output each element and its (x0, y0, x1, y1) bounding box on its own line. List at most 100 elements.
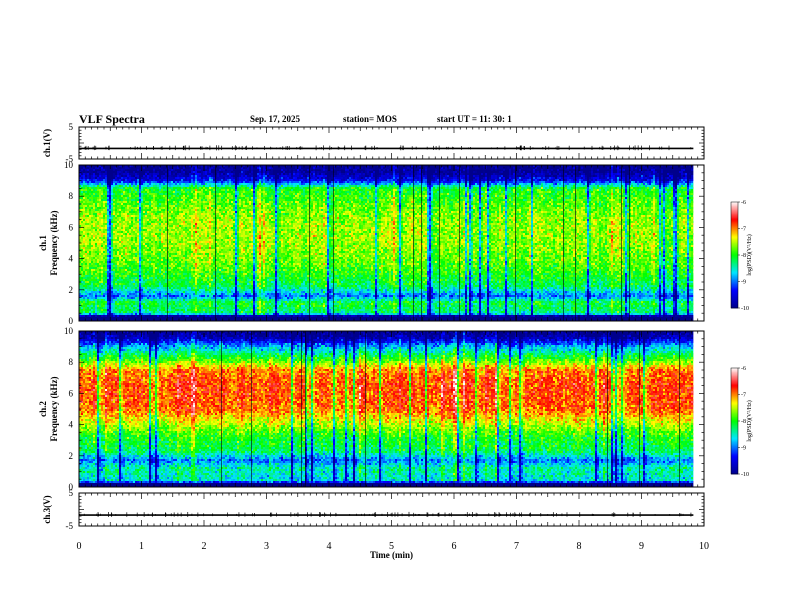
colorbar-tick-label: -9 (741, 446, 746, 452)
no-data-region (693, 331, 704, 487)
colorbar-cell (731, 256, 738, 259)
colorbar-cell (731, 397, 738, 399)
colorbar-cell (731, 202, 738, 204)
colorbar-cell (731, 415, 738, 418)
colorbar-cell (731, 371, 738, 374)
colorbar-cell (731, 252, 738, 255)
y-tick-label: -5 (66, 154, 74, 164)
colorbar-cell (731, 374, 738, 377)
colorbar-cell (731, 472, 738, 475)
colorbar-cell (731, 468, 738, 471)
y-axis-label: ch.1(V) (42, 129, 52, 157)
colorbar-cell (731, 424, 738, 427)
colorbar-cell (731, 284, 738, 286)
colorbar-cell (731, 272, 738, 274)
colorbar-cell (731, 431, 738, 434)
colorbar-cell (731, 265, 738, 268)
colorbar-cell (731, 224, 738, 227)
colorbar-cell (731, 305, 738, 308)
colorbar-cell (731, 289, 738, 292)
colorbar-cell (731, 257, 738, 260)
colorbar-cell (731, 456, 738, 459)
colorbar-cell (731, 421, 738, 423)
colorbar-cell (731, 281, 738, 284)
colorbar-cell (731, 394, 738, 397)
colorbar-tick-label: -10 (741, 472, 749, 478)
y-tick-label: 8 (69, 191, 74, 201)
colorbar-cell (731, 470, 738, 472)
colorbar-cell (731, 410, 738, 413)
colorbar-cell (731, 258, 738, 261)
y-axis-label: ch.3(V) (42, 495, 52, 523)
colorbar-cell (731, 268, 738, 270)
colorbar-cell (731, 443, 738, 446)
colorbar-cell (731, 399, 738, 402)
colorbar-cell (731, 401, 738, 403)
colorbar-cell (731, 378, 738, 381)
colorbar-cell (731, 430, 738, 432)
y-tick-label: 4 (69, 254, 74, 264)
colorbar-cell (731, 219, 738, 221)
colorbar-cell (731, 251, 738, 253)
colorbar-cell (731, 302, 738, 305)
colorbar-cell (731, 375, 738, 378)
colorbar-cell (731, 233, 738, 236)
date-label: Sep. 17, 2025 (250, 114, 300, 124)
colorbar-cell (731, 232, 738, 235)
colorbar-cell (731, 261, 738, 264)
colorbar-label: log(PSD)(V²/Hz) (746, 400, 753, 441)
colorbar-cell (731, 426, 738, 429)
ch2-spectrogram (79, 331, 704, 487)
colorbar-cell (731, 427, 738, 430)
colorbar-cell (731, 237, 738, 240)
colorbar-cell (731, 383, 738, 386)
colorbar-cell (731, 280, 738, 282)
colorbar-cell (731, 464, 738, 467)
colorbar-cell (731, 471, 738, 474)
colorbar-cell (731, 434, 738, 436)
colorbar-cell (731, 220, 738, 223)
y-tick-label: 10 (64, 326, 74, 336)
y-tick-label: 2 (69, 451, 74, 461)
colorbar-cell (731, 377, 738, 379)
x-tick-label: 5 (389, 541, 394, 552)
colorbar-cell (731, 436, 738, 439)
x-tick-label: 4 (327, 541, 332, 552)
colorbar-cell (731, 290, 738, 293)
axes (78, 126, 705, 527)
y-tick-label: 4 (69, 420, 74, 430)
y-tick-label: 5 (69, 488, 74, 498)
colorbar-cell (731, 203, 738, 206)
ch2-colorbar: -6 -7 -8 -9 -10 log(PSD)(V²/Hz) (730, 366, 753, 478)
colorbar-cell (731, 285, 738, 288)
colorbar-cell (731, 417, 738, 419)
y-tick-label: 8 (69, 357, 74, 367)
x-tick-label: 7 (514, 541, 519, 552)
x-tick-label: 0 (77, 541, 82, 552)
colorbar-cell (731, 439, 738, 442)
colorbar-cell (731, 428, 738, 431)
x-tick-label: 8 (577, 541, 582, 552)
colorbar-cell (731, 455, 738, 458)
no-data-region (693, 165, 704, 321)
colorbar-cell (731, 262, 738, 265)
colorbar-cell (731, 209, 738, 212)
colorbar-cell (731, 373, 738, 376)
colorbar-cell (731, 217, 738, 220)
colorbar-cell (731, 212, 738, 215)
colorbar-cell (731, 391, 738, 394)
y-tick-label: 0 (69, 482, 74, 492)
ch1-colorbar: -6 -7 -8 -9 -10 log(PSD)(V²/Hz) (730, 200, 753, 312)
colorbar-cell (731, 282, 738, 285)
colorbar-cell (731, 462, 738, 464)
colorbar-cell (731, 229, 738, 232)
colorbar-cell (731, 407, 738, 410)
colorbar-cell (731, 432, 738, 435)
colorbar-cell (731, 266, 738, 269)
colorbar-cell (731, 204, 738, 207)
colorbar-cell (731, 270, 738, 273)
colorbar-cell (731, 277, 738, 280)
colorbar-cell (731, 296, 738, 298)
colorbar-cell (731, 381, 738, 383)
